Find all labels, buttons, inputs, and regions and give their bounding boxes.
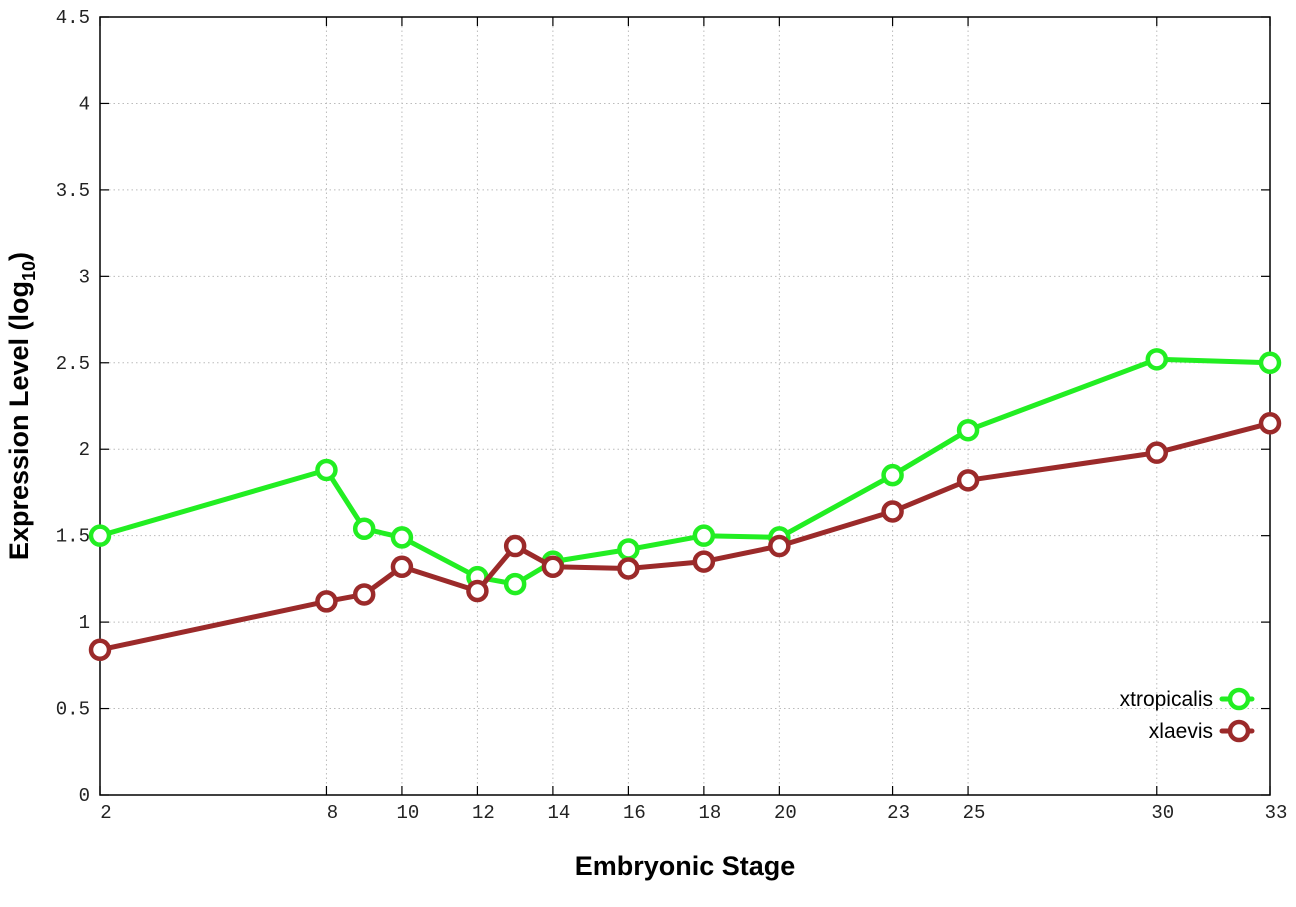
data-point-xlaevis [466, 579, 489, 603]
x-tick-label: 16 [623, 802, 646, 824]
x-tick-label: 18 [698, 802, 721, 824]
y-axis-title-subscript: 10 [19, 261, 39, 281]
x-tick-label: 25 [963, 802, 986, 824]
data-point-xtropicalis [1258, 351, 1282, 375]
data-point-xtropicalis [1145, 348, 1169, 371]
series-line-xtropicalis [97, 356, 1273, 587]
y-axis-title-close: ) [4, 252, 34, 261]
data-point-xlaevis [390, 555, 414, 579]
data-point-xtropicalis [88, 524, 112, 547]
data-point-xlaevis [541, 555, 565, 579]
x-tick-label: 12 [472, 802, 495, 824]
data-point-xtropicalis [390, 526, 414, 549]
data-point-xtropicalis [881, 463, 904, 487]
series [88, 348, 1282, 662]
x-tick-label: 23 [887, 802, 910, 824]
legend-label: xlaevis [1149, 720, 1213, 743]
y-tick-label: 2 [79, 439, 90, 461]
series-xlaevis [88, 412, 1282, 662]
data-point-xlaevis [1145, 441, 1169, 464]
plot-frame [99, 16, 1271, 796]
data-point-xtropicalis [315, 458, 338, 482]
data-point-xtropicalis [956, 418, 980, 442]
y-tick-label: 3.5 [56, 180, 90, 202]
y-tick-label: 2.5 [56, 353, 90, 375]
legend-label: xtropicalis [1120, 688, 1213, 711]
x-tick-label: 33 [1265, 802, 1288, 824]
y-tick-label: 3 [79, 266, 90, 288]
x-tick-label: 20 [774, 802, 797, 824]
data-point-xlaevis [617, 557, 640, 580]
x-axis-title: Embryonic Stage [575, 851, 796, 881]
data-point-xlaevis [503, 534, 527, 558]
series-line-xlaevis [97, 420, 1273, 653]
grid [100, 17, 1270, 795]
data-point-xtropicalis [692, 524, 716, 547]
legend: xtropicalis xlaevis [1120, 687, 1255, 743]
data-point-xlaevis [881, 500, 904, 523]
y-axis-title-main: Expression Level (log [4, 281, 34, 560]
data-point-xlaevis [315, 590, 338, 613]
y-tick-label: 1.5 [56, 526, 90, 548]
y-tick-label: 1 [79, 612, 90, 634]
data-point-xlaevis [88, 638, 112, 662]
legend-item-xtropicalis: xtropicalis [1120, 687, 1255, 711]
legend-swatch-marker [1227, 687, 1251, 711]
y-tick-label: 4.5 [56, 7, 90, 29]
data-point-xlaevis [352, 583, 376, 606]
legend-item-xlaevis: xlaevis [1149, 719, 1255, 743]
y-tick-label: 0 [79, 785, 90, 807]
legend-swatch-marker [1227, 719, 1251, 743]
axis-ticks: 0 0.5 1 1.5 2 2.5 3 3.5 4 4.5 2 8 10 12 14 16 18 20 23 25 30… [56, 7, 1288, 824]
y-axis-title: Expression Level (log10) [4, 252, 39, 560]
data-point-xtropicalis [617, 538, 640, 561]
data-point-xtropicalis [352, 517, 376, 541]
data-point-xlaevis [956, 469, 980, 492]
data-point-xlaevis [768, 534, 791, 558]
y-tick-label: 4 [79, 93, 90, 115]
data-point-xlaevis [1258, 412, 1282, 435]
y-tick-label: 0.5 [56, 699, 90, 721]
x-tick-label: 2 [100, 802, 111, 824]
x-tick-label: 14 [547, 802, 570, 824]
x-tick-label: 8 [327, 802, 338, 824]
x-tick-label: 30 [1151, 802, 1174, 824]
data-point-xlaevis [692, 550, 716, 573]
x-tick-label: 10 [397, 802, 420, 824]
data-point-xtropicalis [503, 572, 527, 596]
series-xtropicalis [88, 348, 1282, 596]
